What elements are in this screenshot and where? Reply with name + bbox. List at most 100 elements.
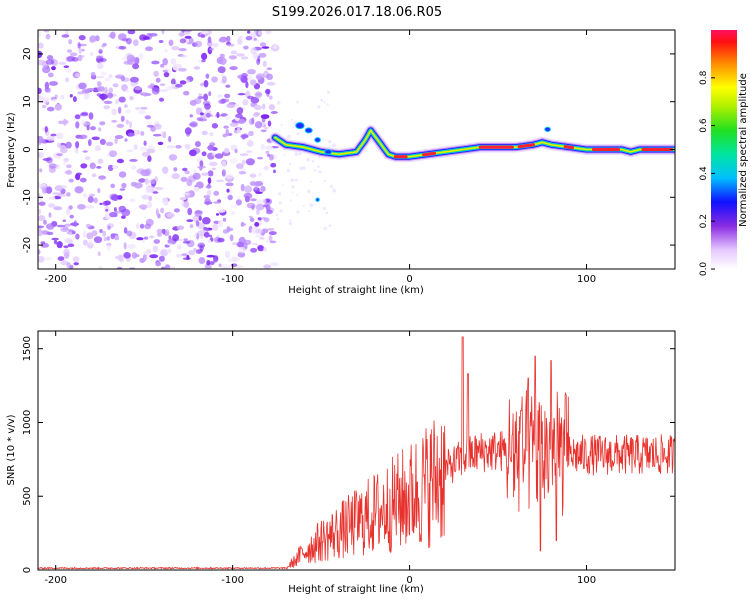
noise-blob [188, 250, 196, 256]
noise-blob [255, 228, 264, 234]
noise-blob [91, 230, 98, 237]
noise-blob [143, 253, 148, 261]
noise-blob [178, 68, 187, 72]
noise-blob [123, 252, 131, 259]
noise-blob [51, 66, 56, 71]
noise-blob [74, 173, 80, 180]
noise-speck [318, 170, 322, 174]
snr-frame [37, 330, 676, 571]
noise-speck [326, 103, 329, 106]
noise-blob [132, 63, 140, 70]
noise-blob [218, 219, 224, 228]
noise-blob [38, 229, 44, 237]
noise-blob [184, 127, 192, 135]
noise-blob [108, 74, 113, 79]
snr-series-line [38, 336, 675, 570]
noise-speck [296, 132, 300, 136]
ridge-hot-segment [563, 145, 574, 150]
noise-blob [144, 115, 151, 120]
noise-blob [83, 92, 90, 100]
noise-blob [50, 133, 57, 137]
spectrogram-y-ticks: -20 -10 0 10 20 [22, 48, 675, 253]
y-tick-label: 1000 [22, 410, 33, 435]
noise-blob [96, 86, 105, 92]
noise-blob [270, 111, 278, 114]
noise-blob [187, 207, 193, 216]
noise-blob [182, 241, 191, 244]
noise-blob [251, 205, 255, 210]
noise-blob [152, 133, 162, 137]
noise-blob [180, 176, 188, 182]
noise-blob [67, 243, 75, 248]
noise-blob [133, 39, 139, 47]
noise-blob [53, 240, 58, 245]
noise-blob [88, 112, 94, 120]
noise-blob [87, 196, 94, 203]
noise-blob [66, 169, 72, 175]
noise-blob [96, 75, 105, 79]
noise-blob [258, 52, 267, 58]
noise-blob [81, 88, 91, 94]
noise-blob [247, 95, 254, 100]
noise-blob [38, 136, 43, 142]
noise-blob [162, 58, 168, 66]
noise-blob [91, 173, 97, 178]
noise-blob [194, 209, 203, 217]
noise-blob [184, 143, 191, 150]
noise-blob [42, 100, 50, 105]
noise-blob [183, 238, 188, 242]
noise-blob [114, 137, 118, 144]
noise-speck [279, 209, 283, 213]
noise-blob [224, 93, 231, 99]
noise-blob [265, 209, 273, 215]
noise-blob [97, 251, 101, 257]
noise-blob [145, 177, 149, 186]
noise-blob [164, 264, 171, 269]
noise-blob [202, 217, 211, 225]
noise-blob [217, 94, 223, 98]
noise-blob [259, 42, 267, 47]
noise-blob [133, 182, 143, 189]
x-tick-label: -100 [221, 274, 244, 285]
spectrogram-y-label: Frequency (Hz) [6, 112, 17, 188]
snr-y-ticks: 0 500 1000 1500 [22, 336, 675, 573]
noise-blob [220, 264, 230, 269]
noise-blob [65, 68, 72, 73]
noise-blob [216, 209, 226, 213]
noise-blob [131, 252, 138, 259]
noise-blob [230, 263, 238, 268]
noise-blob [263, 166, 270, 171]
noise-blob [84, 156, 91, 161]
noise-speck [313, 169, 317, 172]
noise-blob [123, 242, 127, 250]
noise-blob [75, 73, 81, 78]
noise-blob [103, 105, 110, 110]
noise-blob [193, 248, 197, 252]
spectrogram-noise-field [38, 30, 337, 269]
noise-blob [245, 158, 255, 166]
noise-blob [99, 121, 106, 126]
noise-blob [203, 231, 210, 238]
noise-blob [247, 69, 256, 75]
noise-blob [57, 256, 65, 261]
noise-blob [66, 208, 71, 216]
noise-speck [276, 101, 281, 105]
noise-blob [56, 224, 66, 228]
noise-blob [61, 34, 70, 38]
noise-blob [66, 192, 71, 197]
noise-blob [200, 34, 206, 38]
noise-blob [139, 146, 149, 152]
noise-blob [231, 211, 235, 215]
noise-blob [241, 56, 249, 60]
noise-blob [107, 225, 111, 230]
noise-blob [48, 163, 57, 169]
noise-blob [226, 188, 230, 193]
noise-blob [193, 66, 201, 70]
noise-speck [277, 192, 282, 196]
noise-blob [198, 93, 202, 97]
noise-blob [89, 52, 94, 56]
noise-blob [225, 128, 229, 137]
noise-blob [66, 49, 73, 53]
noise-blob [223, 148, 230, 154]
noise-blob [98, 266, 103, 269]
